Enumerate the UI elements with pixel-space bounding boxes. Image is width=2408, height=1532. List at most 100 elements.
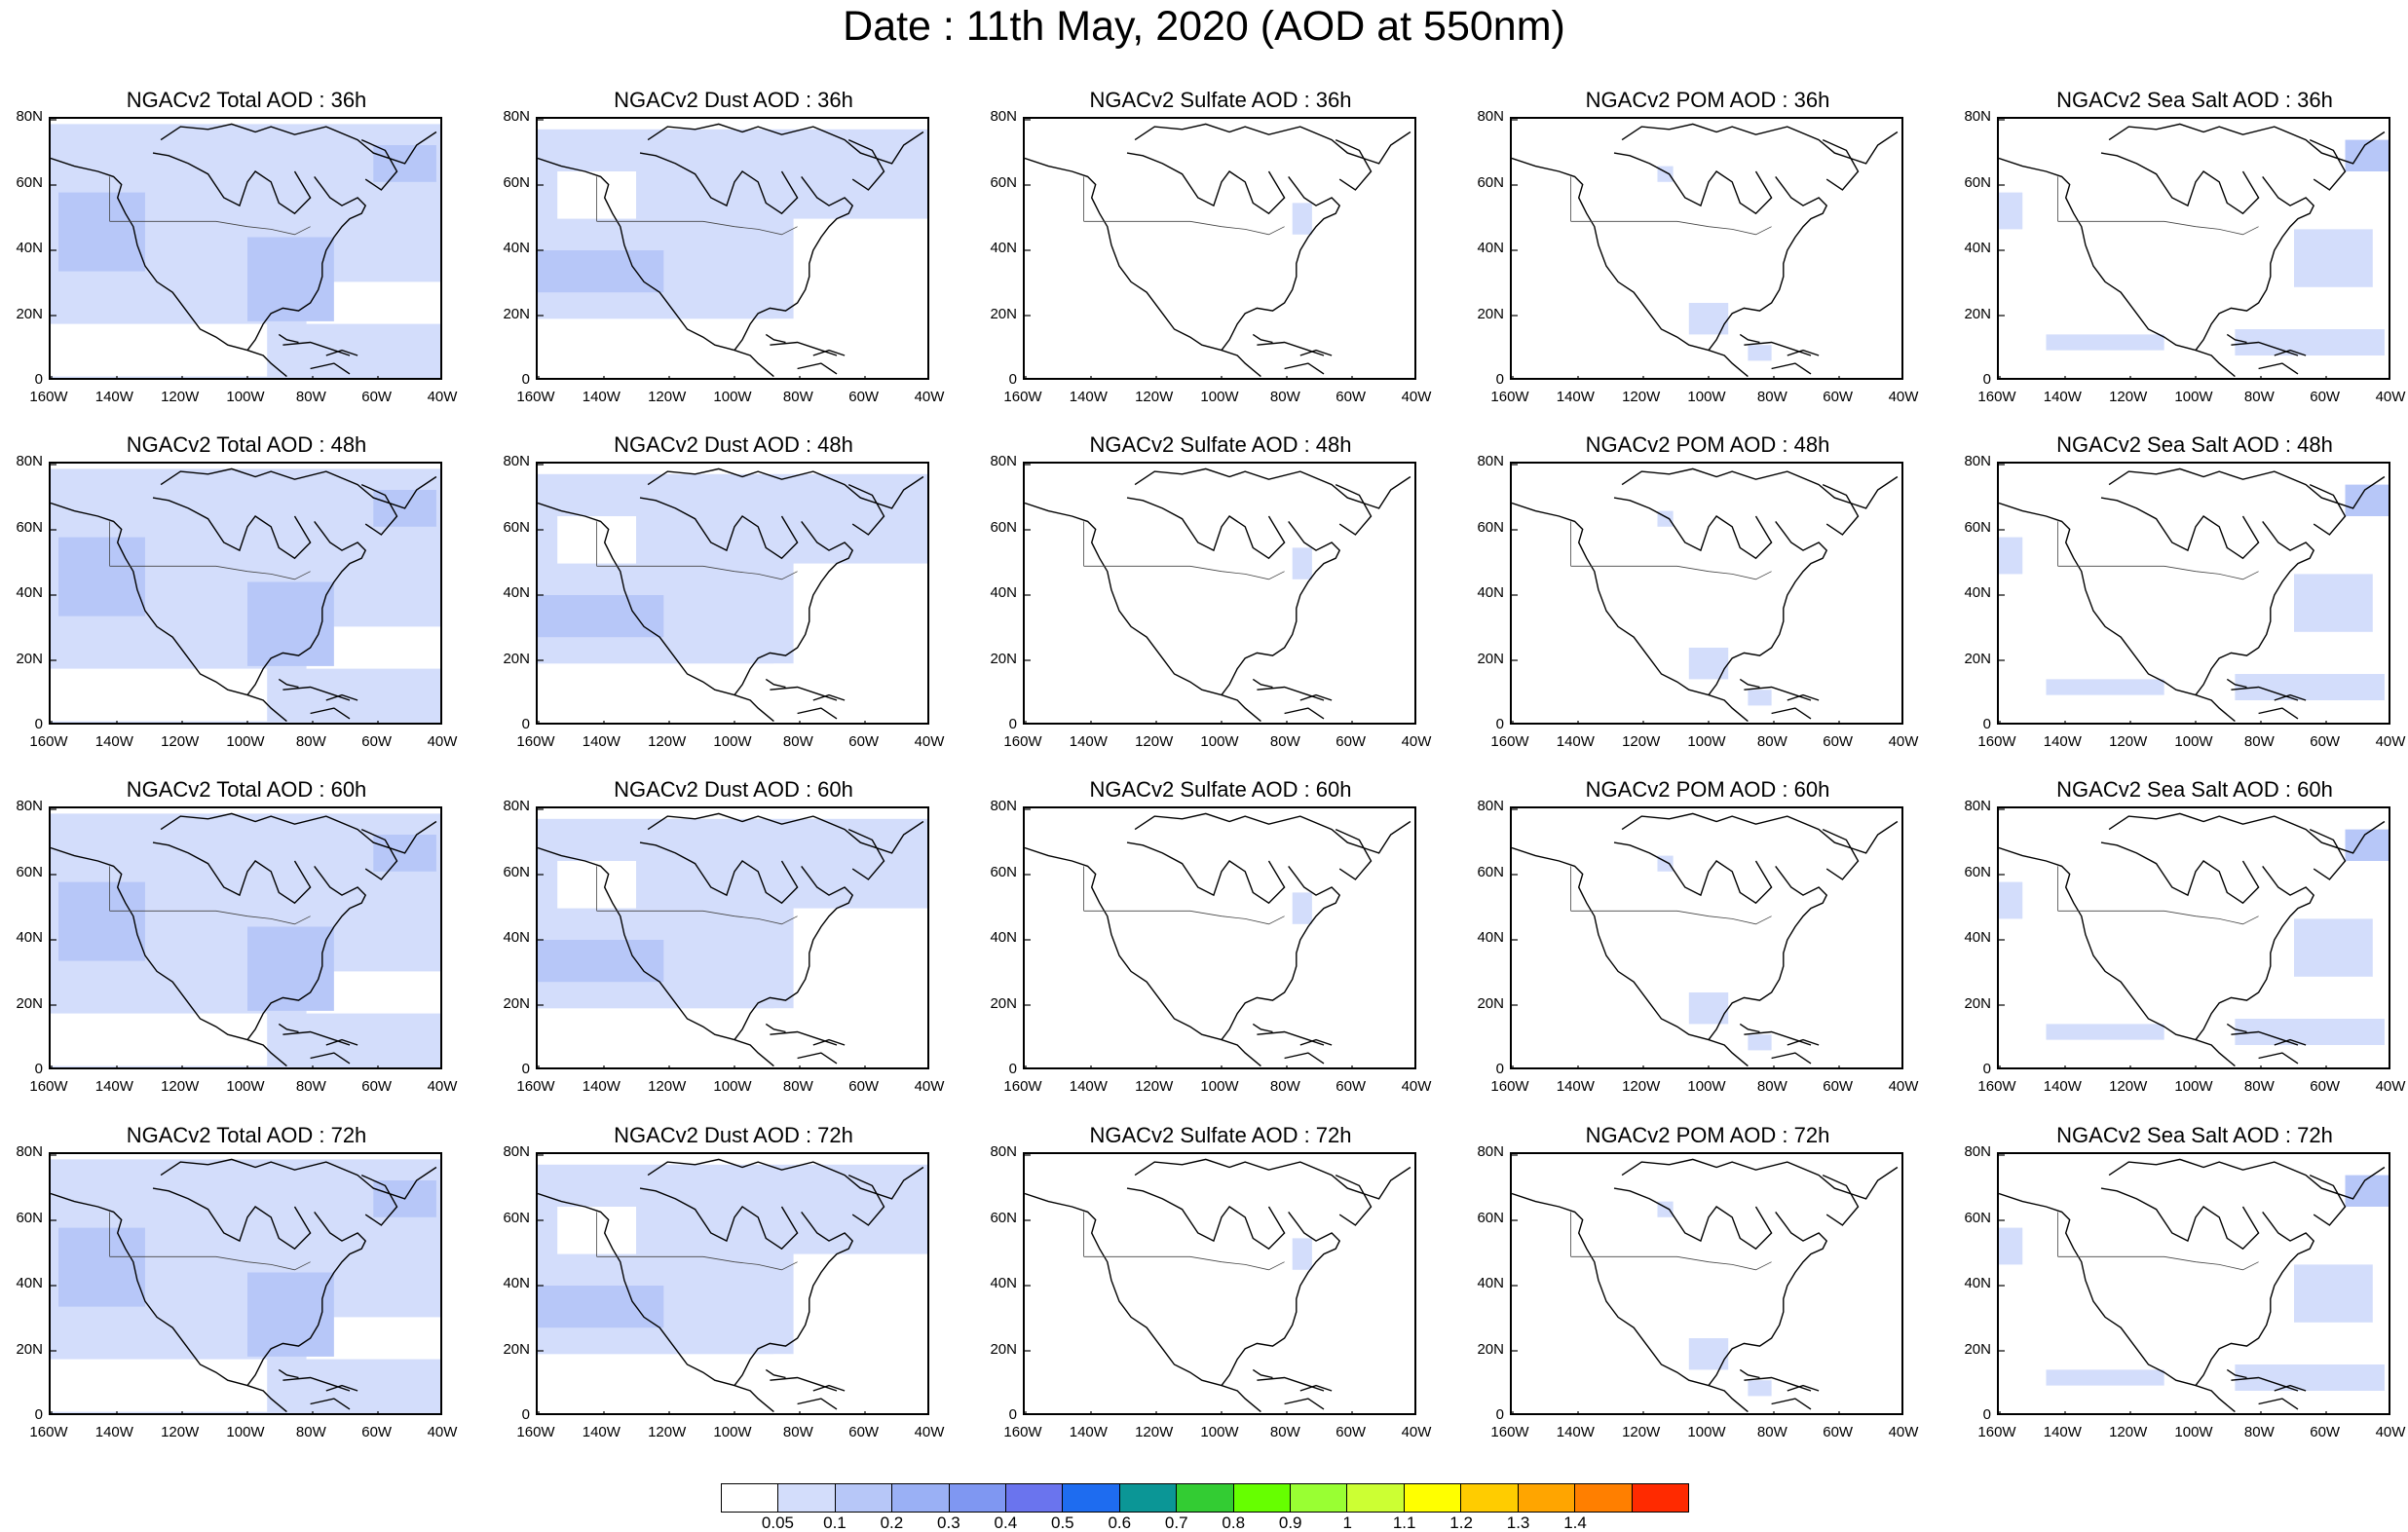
latitude-tick-label: 80N — [990, 1143, 1017, 1160]
coastline — [2231, 1030, 2299, 1046]
coastline — [325, 349, 358, 356]
coastline — [1512, 1192, 1749, 1413]
coastline — [2258, 1398, 2299, 1410]
coastline — [1822, 828, 1860, 880]
aod-field-patch — [1688, 303, 1729, 335]
latitude-tick-label: 60N — [16, 863, 43, 880]
latitude-tick-label: 20N — [1964, 305, 1991, 322]
coastline — [1822, 138, 1860, 191]
aod-field-patch — [58, 881, 145, 961]
coastline — [2258, 362, 2299, 375]
aod-field-patch — [2294, 229, 2373, 287]
coastline — [639, 497, 799, 560]
panel-title: NGACv2 Total AOD : 48h — [126, 432, 367, 457]
aod-field-patch — [793, 563, 927, 669]
coastline — [1708, 1211, 1828, 1387]
coastline — [770, 686, 838, 701]
longitude-tick-label: 160W — [516, 389, 555, 405]
coastline — [1335, 483, 1373, 536]
coastline — [770, 1376, 838, 1392]
colorbar-swatch — [722, 1484, 779, 1512]
coastline — [2258, 707, 2299, 720]
longitude-tick-label: 80W — [782, 733, 813, 750]
coastline — [152, 841, 312, 905]
latitude-tick-label: 0 — [1008, 716, 1017, 732]
latitude-tick-label: 20N — [1964, 1340, 1991, 1358]
latitude-tick-label: 0 — [521, 1406, 530, 1423]
longitude-tick-label: 100W — [226, 1078, 265, 1095]
panel-title: NGACv2 Total AOD : 60h — [126, 777, 367, 802]
colorbar-label: 1 — [1342, 1513, 1352, 1532]
latitude-tick-label: 80N — [16, 798, 43, 814]
longitude-tick-label: 60W — [848, 733, 880, 750]
coastline — [51, 157, 287, 378]
coastline — [360, 483, 398, 536]
coastline — [246, 1211, 367, 1387]
longitude-tick-label: 140W — [1556, 389, 1595, 405]
map-svg — [51, 464, 440, 723]
latitude-tick-label: 0 — [1982, 1061, 1991, 1077]
coastline — [246, 865, 367, 1041]
longitude-tick-label: 160W — [1977, 1424, 2016, 1440]
coastline — [2231, 686, 2299, 701]
latitude-tick-label: 80N — [1964, 453, 1991, 469]
aod-field-patch — [247, 926, 334, 1011]
longitude-tick-label: 40W — [1401, 389, 1432, 405]
latitude-tick-label: 0 — [1495, 371, 1504, 388]
longitude-tick-label: 40W — [427, 389, 458, 405]
coastline — [734, 865, 854, 1041]
coastline — [2100, 152, 2260, 215]
longitude-tick-label: 80W — [2243, 1424, 2275, 1440]
country-border — [109, 1255, 311, 1271]
coastline — [325, 1384, 358, 1392]
coastline — [1512, 502, 1749, 723]
colorbar-swatch — [1404, 1484, 1462, 1512]
longitude-tick-label: 60W — [1823, 733, 1854, 750]
map-svg — [1025, 464, 1411, 723]
aod-field-patch — [1999, 1227, 2023, 1265]
coastline — [1787, 693, 1820, 701]
colorbar-label: 0.8 — [1222, 1513, 1246, 1532]
latitude-tick-label: 40N — [990, 584, 1017, 601]
coastline — [278, 333, 299, 344]
longitude-tick-label: 60W — [1823, 1424, 1854, 1440]
country-border — [596, 220, 798, 236]
coastline — [1999, 502, 2236, 723]
coastline — [1025, 846, 1261, 1067]
aod-field-patch — [1292, 892, 1312, 924]
colorbar-label: 0.9 — [1278, 1513, 1302, 1532]
map-panel-grid: NGACv2 Total AOD : 36h 80N 60N 40N 20N 0 160W 1… — [16, 88, 2405, 1440]
longitude-tick-label: 160W — [1003, 1078, 1042, 1095]
longitude-tick-label: 40W — [1401, 1078, 1432, 1095]
coastline — [1284, 707, 1325, 720]
aod-field-patch — [2294, 1264, 2373, 1323]
latitude-tick-label: 20N — [503, 994, 530, 1012]
latitude-tick-label: 20N — [1964, 994, 1991, 1012]
coastline — [1739, 333, 1760, 344]
latitude-tick-label: 40N — [503, 240, 530, 256]
latitude-tick-label: 40N — [1964, 584, 1991, 601]
panel-title: NGACv2 POM AOD : 60h — [1585, 777, 1830, 802]
coastline — [2100, 497, 2260, 560]
coastline — [639, 1187, 799, 1251]
coastline — [1335, 1174, 1373, 1226]
latitude-tick-label: 20N — [990, 650, 1017, 667]
latitude-tick-label: 40N — [16, 584, 43, 601]
latitude-tick-label: 40N — [1477, 240, 1504, 256]
coastline — [647, 1158, 924, 1200]
map-plot-area — [1510, 117, 1903, 380]
country-border — [1570, 1255, 1772, 1271]
colorbar-swatch — [892, 1484, 950, 1512]
coastline — [797, 1052, 838, 1065]
latitude-tick-label: 20N — [16, 1340, 43, 1358]
coastline — [1134, 467, 1411, 509]
map-plot-area — [49, 117, 442, 380]
map-plot-area — [1997, 1152, 2390, 1415]
longitude-tick-label: 100W — [2174, 389, 2213, 405]
aod-field-patch — [1688, 992, 1729, 1025]
longitude-tick-label: 40W — [914, 1424, 945, 1440]
coastline — [152, 1187, 312, 1251]
longitude-tick-label: 140W — [582, 733, 621, 750]
coastline — [812, 1384, 846, 1392]
coastline — [1252, 333, 1273, 344]
